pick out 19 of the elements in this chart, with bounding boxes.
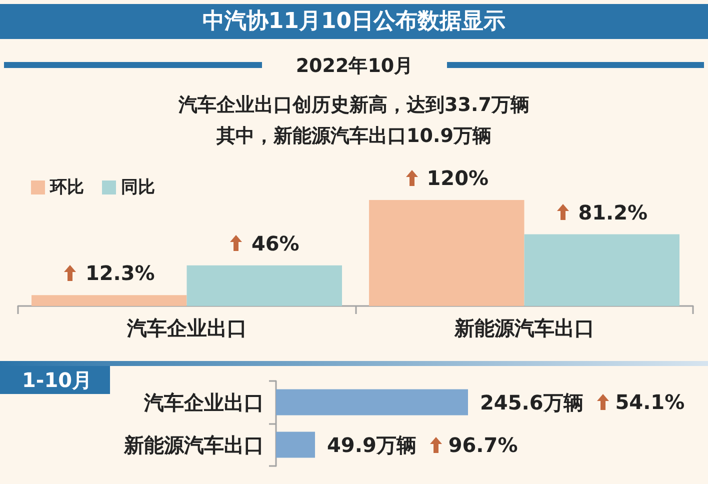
text: 其中，新能源汽车出口10.9万辆 — [216, 124, 492, 149]
data-label: 81.2% — [578, 200, 648, 224]
legend-label: 环比 — [49, 178, 84, 198]
annotation: 96.7% — [448, 432, 518, 457]
data-label: 120% — [426, 166, 489, 190]
data-label: 12.3% — [85, 261, 155, 286]
legend-label: 同比 — [121, 178, 155, 198]
bar — [524, 234, 680, 306]
text: 1-10月 — [0, 366, 110, 394]
chart-title: 中汽协11月10日公布数据显示 — [0, 4, 708, 39]
chart-subtitle: 2022年10月 — [294, 54, 414, 79]
bar — [369, 200, 524, 306]
data-label: 245.6万辆 — [480, 390, 584, 414]
text: 54.1% — [615, 390, 685, 414]
data-label: 49.9万辆 — [327, 432, 416, 457]
bar — [186, 265, 342, 306]
data-label: 46% — [251, 231, 300, 256]
text: 汽车企业出口创历史新高，达到33.7万辆 — [177, 93, 530, 118]
bar — [32, 295, 187, 306]
